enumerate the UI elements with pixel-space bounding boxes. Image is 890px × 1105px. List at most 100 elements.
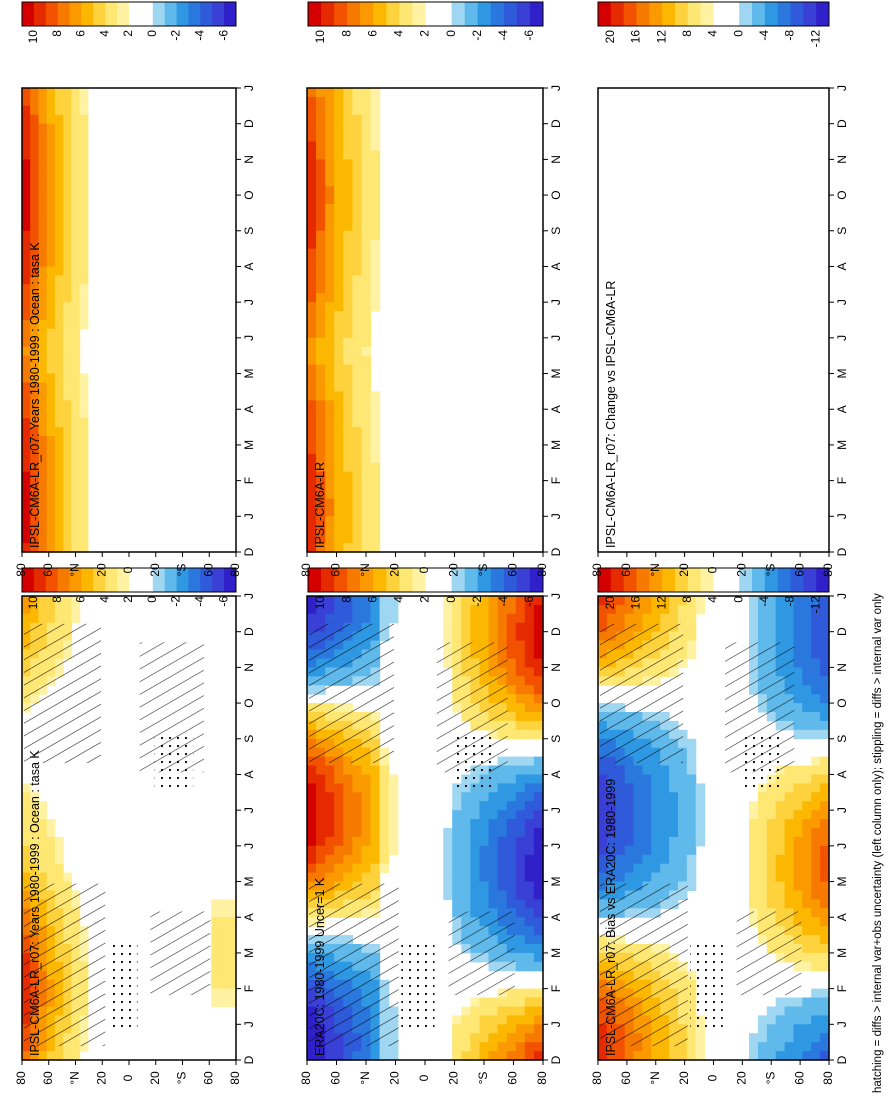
heatmap-cell [461, 613, 471, 624]
heatmap-cell [452, 792, 462, 802]
heatmap-cell [678, 783, 688, 793]
heatmap-cell [370, 801, 381, 811]
heatmap-cell [461, 1033, 471, 1043]
colorbar-swatch [649, 2, 663, 26]
heatmap-cell [22, 239, 31, 250]
heatmap-cell [22, 346, 31, 357]
heatmap-cell [361, 845, 372, 856]
heatmap-cell [352, 346, 363, 357]
heatmap-cell [361, 462, 372, 473]
heatmap-cell [461, 854, 471, 865]
heatmap-cell [811, 703, 821, 713]
heatmap-cell [325, 195, 335, 205]
lat-tick-label: 80 [14, 563, 28, 577]
heatmap-cell [54, 328, 64, 339]
heatmap-cell [370, 498, 381, 508]
heatmap-cell [352, 774, 363, 784]
heatmap-cell [533, 774, 544, 784]
heatmap-cell [361, 239, 372, 250]
heatmap-cell [352, 462, 363, 473]
colorbar-swatch [81, 2, 94, 26]
heatmap-cell [325, 765, 335, 775]
heatmap-cell [533, 872, 544, 883]
heatmap-cell [325, 373, 335, 383]
heatmap-cell [54, 836, 64, 847]
heatmap-cell [343, 391, 353, 401]
heatmap-cell [533, 631, 544, 642]
heatmap-cell [524, 729, 535, 740]
heatmap-cell [361, 373, 372, 383]
heatmap-cell [660, 792, 670, 802]
heatmap-cell [30, 186, 39, 196]
heatmap-cell [811, 640, 821, 651]
heatmap-cell [54, 239, 64, 250]
month-tick-label: A [242, 405, 256, 413]
heatmap-cell [470, 890, 481, 900]
heatmap-cell [30, 123, 39, 134]
heatmap-cell [352, 373, 363, 383]
heatmap-cell [820, 801, 830, 811]
heatmap-cell [71, 364, 81, 375]
colorbar-swatch [477, 2, 492, 26]
heatmap-cell [46, 337, 56, 348]
heatmap-cell [370, 195, 381, 205]
heatmap-cell [38, 418, 48, 428]
lat-tick-label: 60 [619, 1071, 633, 1085]
heatmap-cell [802, 997, 812, 1007]
heatmap-cell [334, 863, 344, 874]
heatmap-cell [749, 604, 759, 615]
heatmap-cell [361, 810, 372, 820]
colorbar-swatch [399, 2, 413, 26]
heatmap-cell [470, 596, 481, 606]
heatmap-cell [515, 952, 526, 963]
heatmap-cell [352, 132, 363, 143]
heatmap-cell [506, 783, 517, 793]
heatmap-cell [370, 204, 381, 214]
heatmap-cell [343, 480, 353, 491]
heatmap-cell [669, 828, 679, 838]
heatmap-cell [515, 899, 526, 909]
heatmap-cell [452, 890, 462, 900]
heatmap-cell [63, 204, 72, 214]
heatmap-cell [334, 302, 344, 312]
heatmap-cell [71, 436, 81, 446]
heatmap-cell [334, 462, 344, 473]
heatmap-cell [22, 364, 31, 375]
heatmap-cell [30, 498, 39, 508]
heatmap-cell [352, 266, 363, 276]
heatmap-cell [443, 881, 453, 891]
heatmap-cell [633, 828, 643, 838]
heatmap-cell [307, 516, 317, 526]
heatmap-cell [811, 854, 821, 865]
heatmap-cell [334, 373, 344, 383]
heatmap-cell [79, 123, 89, 134]
heatmap-cell [71, 525, 81, 535]
heatmap-cell [334, 613, 344, 624]
heatmap-cell [479, 801, 490, 811]
heatmap-cell [606, 783, 617, 793]
heatmap-cell [506, 676, 517, 686]
heatmap-cell [370, 159, 381, 169]
heatmap-cell [30, 168, 39, 178]
heatmap-cell [316, 507, 326, 517]
heatmap-cell [784, 1024, 795, 1034]
heatmap-cell [46, 828, 56, 838]
heatmap-cell [334, 792, 344, 802]
lat-tick-label: 60 [792, 563, 806, 577]
heatmap-cell [757, 604, 768, 615]
heatmap-cell [343, 293, 353, 303]
heatmap-cell [461, 1015, 471, 1025]
heatmap-cell [30, 96, 39, 107]
colorbar-swatch [477, 568, 492, 592]
heatmap-cell [54, 293, 64, 303]
heatmap-cell [379, 801, 390, 811]
lat-tick-label: 0 [417, 566, 431, 573]
heatmap-cell [334, 1042, 344, 1052]
heatmap-cell [488, 863, 499, 874]
heatmap-cell [757, 613, 768, 624]
heatmap-cell [316, 836, 326, 847]
heatmap-cell [325, 150, 335, 160]
heatmap-cell [63, 337, 72, 348]
heatmap-cell [506, 712, 517, 722]
heatmap-cell [361, 114, 372, 125]
